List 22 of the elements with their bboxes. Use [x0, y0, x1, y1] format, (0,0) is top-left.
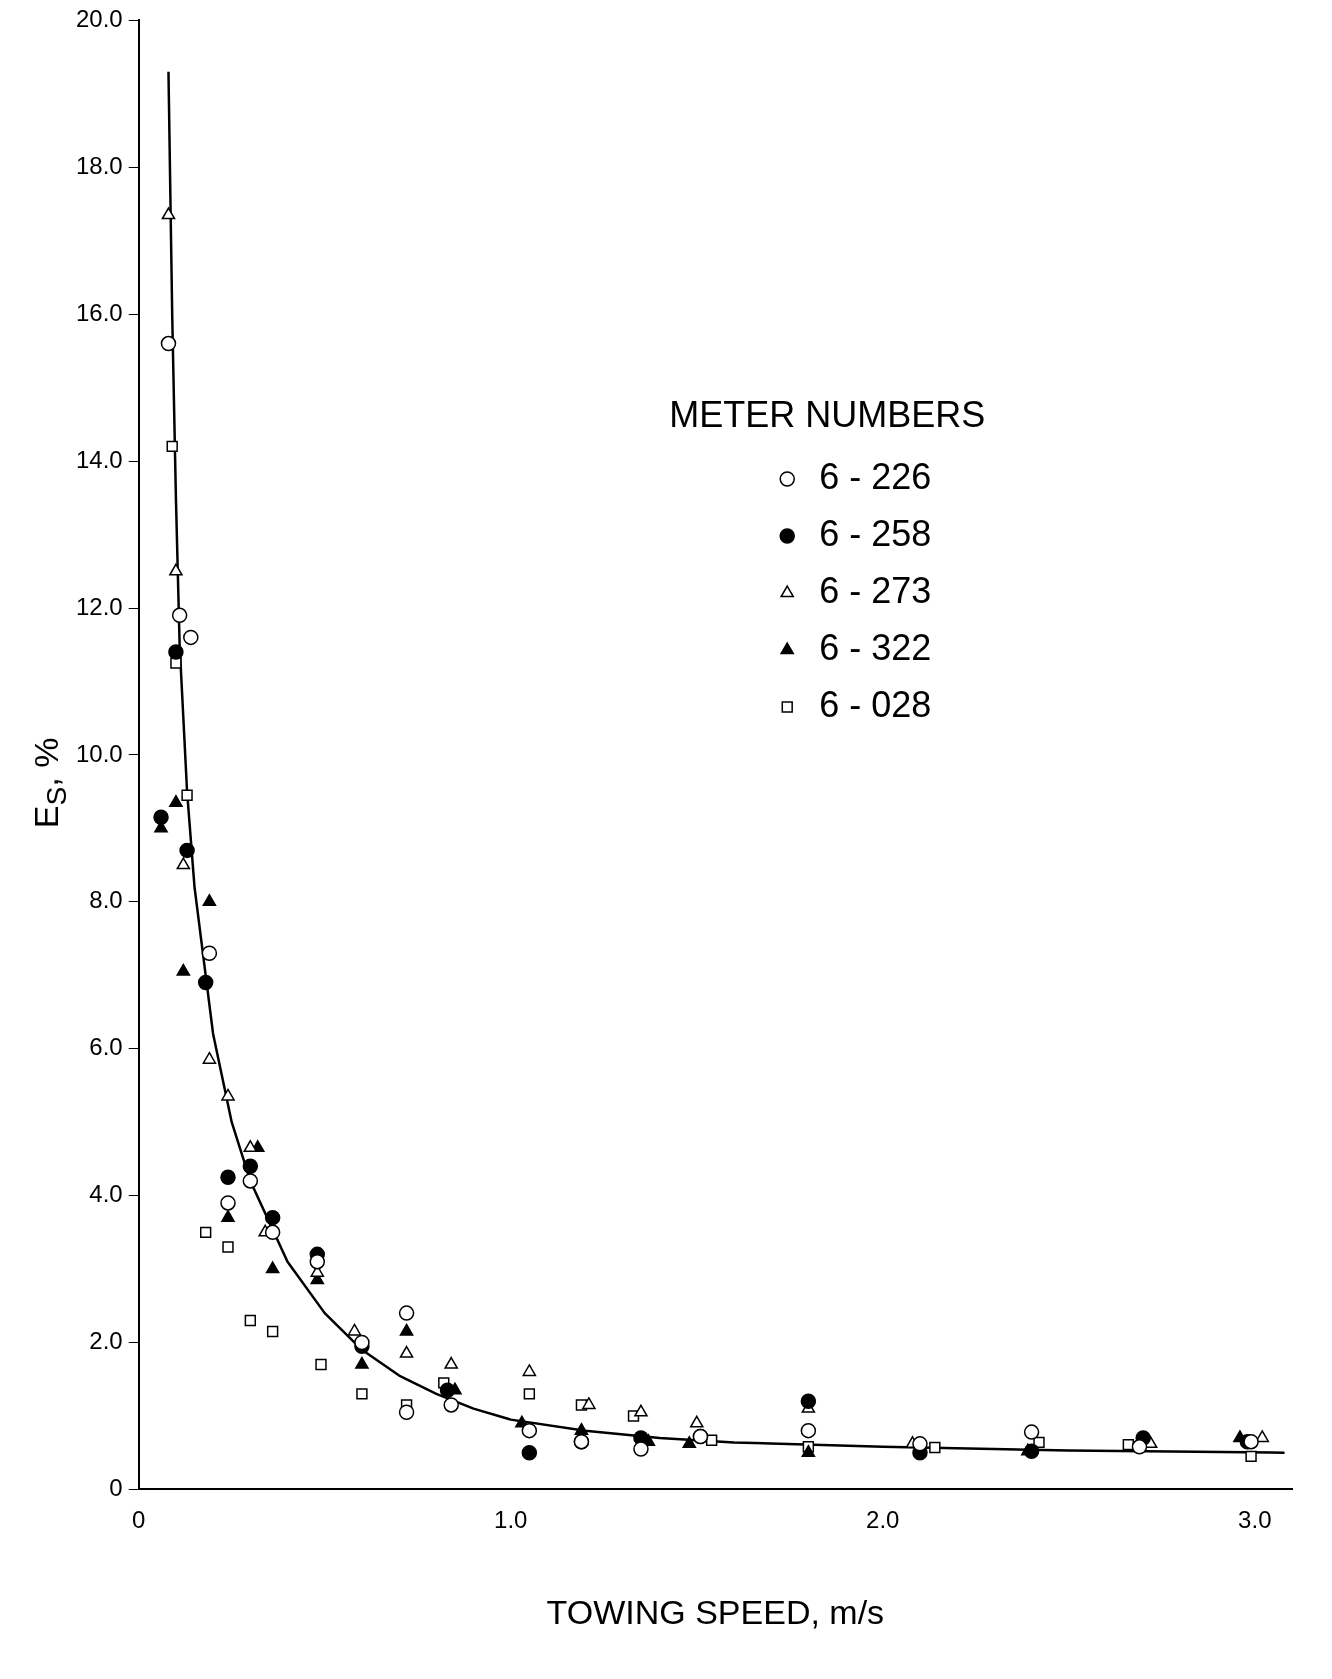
y-tick-label: 20.0 [75, 5, 123, 33]
y-tick-label: 18.0 [75, 151, 123, 179]
x-axis-title: TOWING SPEED, m/s [546, 1592, 885, 1631]
y-tick-label: 16.0 [75, 298, 123, 326]
legend-title: METER NUMBERS [669, 393, 986, 435]
legend-label: 6 - 322 [819, 626, 932, 668]
y-tick-label: 8.0 [89, 886, 123, 914]
y-tick-label: 14.0 [75, 445, 123, 473]
x-tick-label: 2.0 [866, 1506, 900, 1534]
y-tick-label: 0 [109, 1474, 123, 1502]
y-tick-label: 10.0 [75, 739, 123, 767]
legend-label: 6 - 028 [819, 683, 932, 725]
legend-label: 6 - 273 [819, 569, 932, 611]
x-tick-label: 1.0 [494, 1506, 528, 1534]
y-tick-label: 4.0 [89, 1180, 123, 1208]
legend-label: 6 - 258 [819, 512, 932, 554]
x-tick-label: 0 [132, 1506, 146, 1534]
y-tick-label: 2.0 [89, 1327, 123, 1355]
legend-label: 6 - 226 [819, 455, 932, 497]
y-tick-label: 6.0 [89, 1033, 123, 1061]
y-tick-label: 12.0 [75, 592, 123, 620]
x-tick-label: 3.0 [1238, 1506, 1272, 1534]
